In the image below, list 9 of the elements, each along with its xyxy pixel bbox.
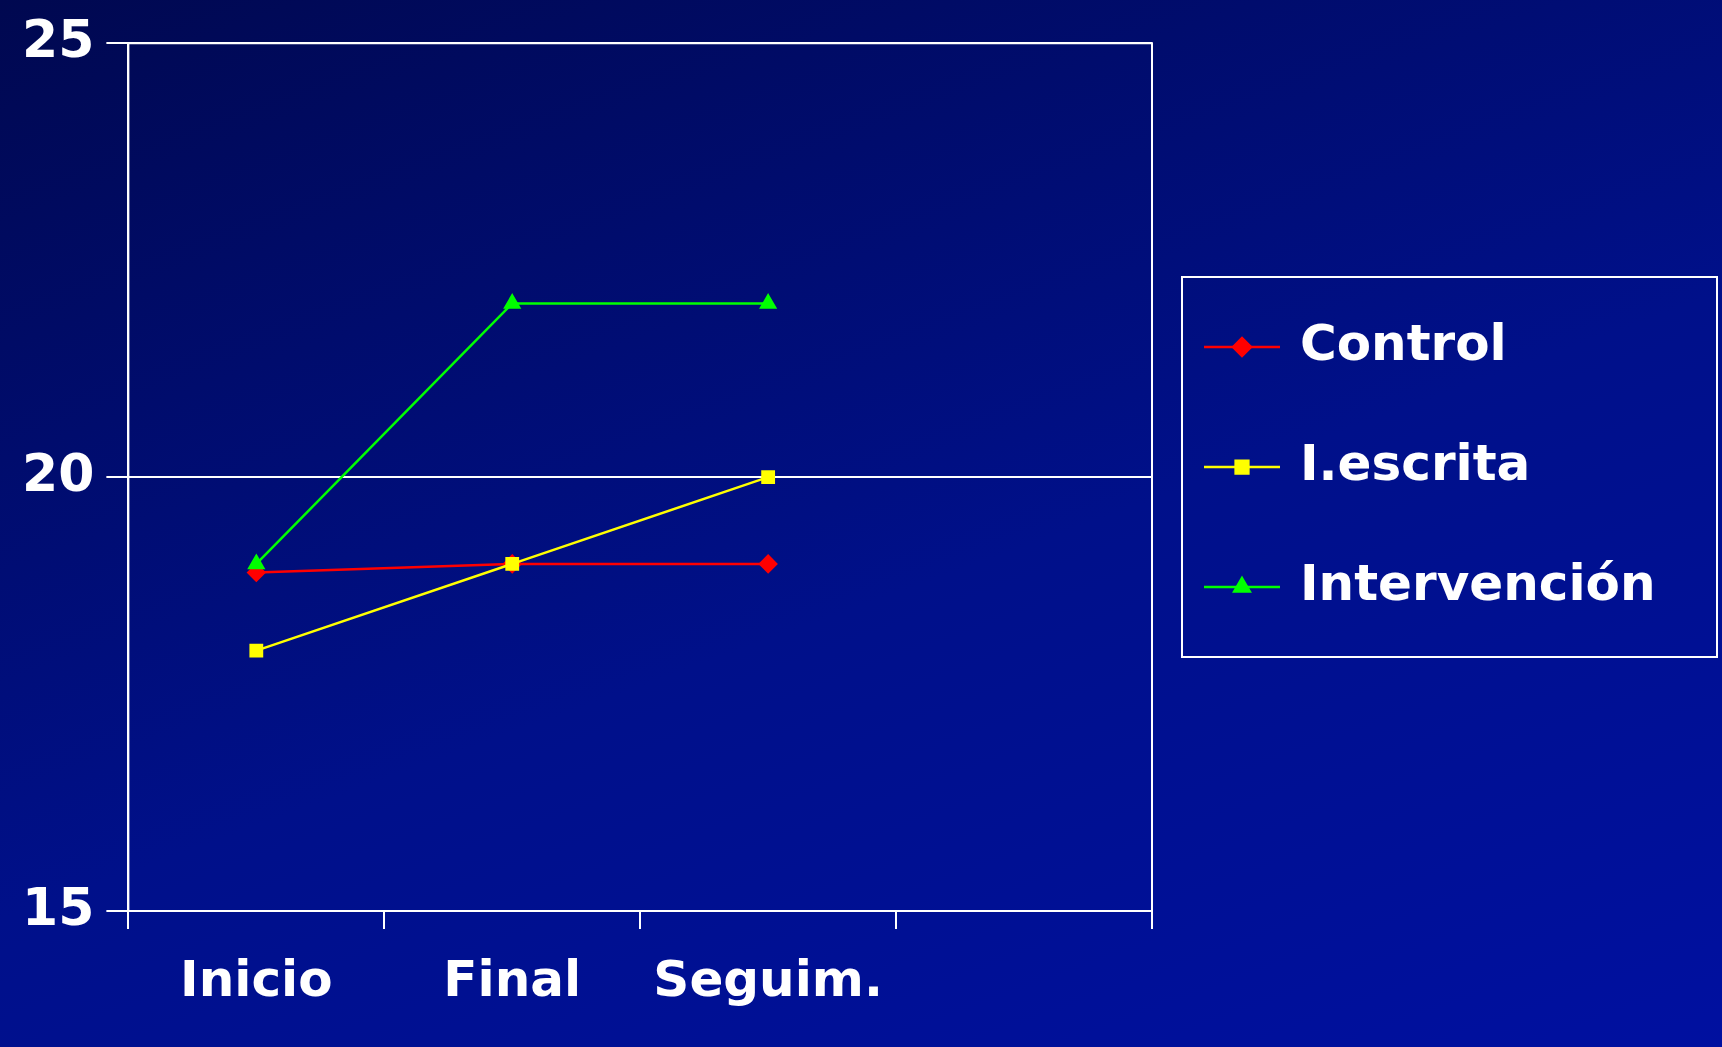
x-tick-label: Inicio [180,949,333,1008]
legend-label: Control [1300,314,1507,373]
legend-label: Intervención [1300,554,1656,613]
legend-label: I.escrita [1300,434,1531,493]
y-tick-label: 15 [21,876,95,937]
x-tick-label: Seguim. [653,949,883,1008]
x-tick-label: Final [443,949,582,1008]
y-tick-label: 25 [21,8,95,69]
y-tick-label: 20 [21,442,95,503]
